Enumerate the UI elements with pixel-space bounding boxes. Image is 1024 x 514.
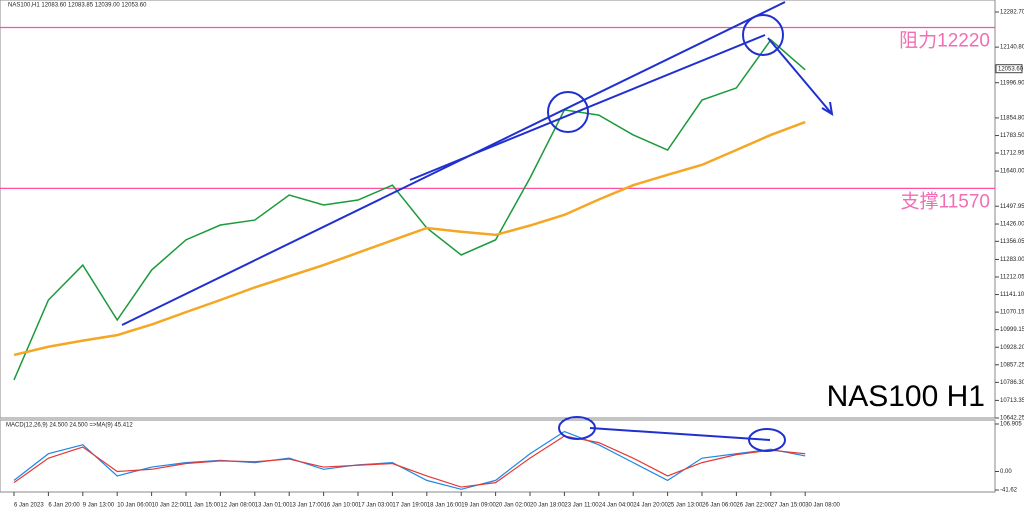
x-tick-label: 20 Jan 18:00 — [530, 503, 565, 509]
y-tick-label: -41.62 — [1000, 488, 1018, 494]
y-tick-label: 10642.25 — [1000, 416, 1024, 422]
y-tick-label: 11070.15 — [1000, 310, 1024, 316]
chart-title: NAS100 H1 — [827, 380, 985, 413]
y-tick-label: 11497.95 — [1000, 204, 1024, 210]
x-tick-label: 26 Jan 06:00 — [702, 503, 737, 509]
level-label: 阻力12220 — [899, 30, 990, 52]
x-tick-label: 17 Jan 19:00 — [392, 503, 427, 509]
y-tick-label: 11640.00 — [1000, 169, 1024, 175]
last-price-box — [995, 64, 1023, 74]
circle — [547, 91, 589, 133]
y-tick-label: 10786.30 — [1000, 380, 1024, 386]
x-tick-label: 12 Jan 08:00 — [220, 503, 255, 509]
y-tick-label: 0.00 — [1000, 469, 1012, 475]
y-tick-label: 11283.00 — [1000, 257, 1024, 263]
macd-panel — [0, 419, 996, 493]
x-tick-label: 27 Jan 15:00 — [771, 503, 806, 509]
y-tick-label: 10928.20 — [1000, 345, 1024, 351]
x-tick-label: 24 Jan 20:00 — [633, 503, 668, 509]
x-tick-label: 6 Jan 20:00 — [48, 503, 80, 509]
x-tick-label: 17 Jan 03:00 — [358, 503, 393, 509]
series-line — [13, 435, 806, 488]
y-tick-label: 11783.50 — [1000, 133, 1024, 139]
circle — [742, 14, 784, 56]
arrow-head — [821, 101, 834, 116]
y-tick-label: 11712.95 — [1000, 151, 1024, 157]
y-tick-label: 12282.70 — [1000, 10, 1024, 16]
y-tick-label: 11854.80 — [1000, 115, 1024, 121]
y-tick-label: 10713.35 — [1000, 398, 1024, 404]
x-tick-label: 16 Jan 10:00 — [324, 503, 359, 509]
circle — [748, 428, 786, 452]
y-tick-label: 11212.05 — [1000, 275, 1024, 281]
x-tick-label: 19 Jan 09:00 — [461, 503, 496, 509]
chart-subtitle: NAS100,H1 12083.60 12083.85 12039.00 120… — [8, 3, 147, 9]
series-line — [13, 38, 806, 381]
x-tick-label: 13 Jan 17:00 — [289, 503, 324, 509]
trend-line — [121, 1, 786, 326]
arrow — [767, 37, 833, 115]
x-tick-label: 13 Jan 01:00 — [255, 503, 290, 509]
x-tick-label: 26 Jan 22:00 — [736, 503, 771, 509]
macd-title: MACD(12,26,9) 24.500 24.500 =>MA(9) 45.4… — [6, 423, 133, 429]
x-tick-label: 24 Jan 04:00 — [599, 503, 634, 509]
y-tick-label: 11356.05 — [1000, 239, 1024, 245]
x-tick-label: 25 Jan 13:00 — [668, 503, 703, 509]
x-tick-label: 23 Jan 11:00 — [564, 503, 599, 509]
y-tick-label: 10999.15 — [1000, 327, 1024, 333]
x-tick-label: 10 Jan 22:00 — [152, 503, 187, 509]
y-tick-label: 11996.90 — [1000, 80, 1024, 86]
price-panel — [0, 0, 996, 419]
x-tick-label: 6 Jan 2023 — [14, 503, 44, 509]
y-tick-label: 11141.10 — [1000, 292, 1024, 298]
level-label: 支撑11570 — [901, 190, 990, 212]
series-line — [13, 120, 806, 357]
y-tick-label: 10857.25 — [1000, 362, 1024, 368]
x-tick-label: 18 Jan 16:00 — [427, 503, 462, 509]
x-tick-label: 9 Jan 13:00 — [83, 503, 115, 509]
y-tick-label: 12140.80 — [1000, 45, 1024, 51]
x-tick-label: 20 Jan 02:00 — [496, 503, 531, 509]
y-tick-label: 106.905 — [1000, 422, 1022, 428]
last-price-label: 12053.60 — [998, 66, 1024, 72]
annotations — [121, 1, 834, 452]
x-tick-label: 10 Jan 06:00 — [117, 503, 152, 509]
marks: 12282.70 12140.80 11996.90 11854.80 11783.50… — [0, 10, 1024, 509]
y-tick-label: 11426.00 — [1000, 222, 1024, 228]
arrow — [589, 427, 771, 441]
x-tick-label: 30 Jan 08:00 — [805, 503, 840, 509]
series-line — [13, 430, 806, 490]
x-tick-label: 11 Jan 15:00 — [186, 503, 221, 509]
